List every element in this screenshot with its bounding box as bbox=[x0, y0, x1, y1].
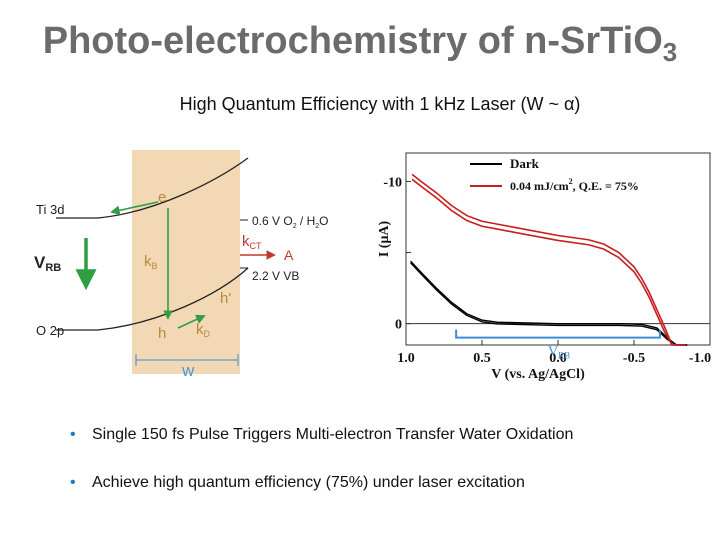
legend-label-dark: Dark bbox=[510, 156, 540, 171]
label-kd: kD bbox=[196, 321, 211, 339]
slide-title: Photo-electrochemistry of n-SrTiO3 bbox=[42, 20, 678, 67]
x-tick-label: 0.5 bbox=[473, 351, 491, 366]
band-diagram: Ti 3d O 2p VRB e kB h kD h' W kCT A 0.6 … bbox=[34, 150, 329, 379]
y-tick-label: -10 bbox=[383, 175, 402, 190]
bullet-list: • Single 150 fs Pulse Triggers Multi-elec… bbox=[70, 426, 573, 492]
label-level-o2: 0.6 V O2 / H2O bbox=[252, 214, 329, 230]
bullet-item: • Achieve high quantum efficiency (75%) u… bbox=[70, 474, 525, 491]
series-line-laser bbox=[411, 178, 686, 346]
label-hprime: h' bbox=[220, 290, 231, 307]
vrb-annotation-label: VRB bbox=[548, 345, 570, 361]
label-kct: kCT bbox=[242, 233, 262, 251]
label-a: A bbox=[284, 247, 294, 263]
vrb-bracket bbox=[455, 329, 661, 339]
bullet-item: • Single 150 fs Pulse Triggers Multi-elec… bbox=[70, 426, 574, 443]
x-tick-label: -0.5 bbox=[623, 351, 645, 366]
semiconductor-region bbox=[132, 150, 240, 374]
x-tick-label: 0.0 bbox=[549, 351, 567, 366]
x-axis-label: V (vs. Ag/AgCl) bbox=[491, 367, 585, 382]
bullet-dot: • bbox=[70, 474, 76, 491]
valence-band bbox=[56, 267, 249, 331]
kd-arrow bbox=[177, 314, 206, 329]
x-tick-label: 1.0 bbox=[397, 351, 415, 366]
electron-arrow bbox=[110, 201, 159, 216]
bullet-dot: • bbox=[70, 426, 76, 443]
label-h: h bbox=[158, 325, 166, 342]
label-o2p: O 2p bbox=[36, 323, 64, 338]
series-line-dark bbox=[410, 262, 688, 346]
y-tick-label: 0 bbox=[395, 318, 402, 333]
x-tick-label: -1.0 bbox=[689, 351, 711, 366]
label-kb: kB bbox=[144, 253, 158, 271]
series-line-laser bbox=[411, 173, 686, 346]
label-level-vb: 2.2 V VB bbox=[252, 269, 299, 283]
y-axis-label: I (μA) bbox=[377, 221, 392, 258]
label-ti3d: Ti 3d bbox=[36, 202, 64, 217]
conduction-band bbox=[56, 157, 249, 219]
slide-subtitle: High Quantum Efficiency with 1 kHz Laser… bbox=[179, 94, 581, 114]
iv-chart: 1.0 0.5 0.0 -0.5 -1.0 -10 0 V (vs. Ag/AgCl) I (μ… bbox=[377, 152, 711, 382]
label-w: W bbox=[182, 364, 195, 379]
label-vrb: VRB bbox=[34, 253, 61, 274]
label-e: e bbox=[158, 189, 166, 206]
legend-label-laser: 0.04 mJ/cm2, Q.E. = 75% bbox=[510, 177, 639, 193]
legend: Dark 0.04 mJ/cm2, Q.E. = 75% bbox=[470, 156, 639, 193]
series-line-dark bbox=[410, 260, 688, 346]
chart-plot-area: 1.0 0.5 0.0 -0.5 -1.0 -10 0 V (vs. Ag/AgCl) I (μ… bbox=[377, 152, 711, 382]
vrb-annotation: VRB bbox=[548, 345, 570, 361]
